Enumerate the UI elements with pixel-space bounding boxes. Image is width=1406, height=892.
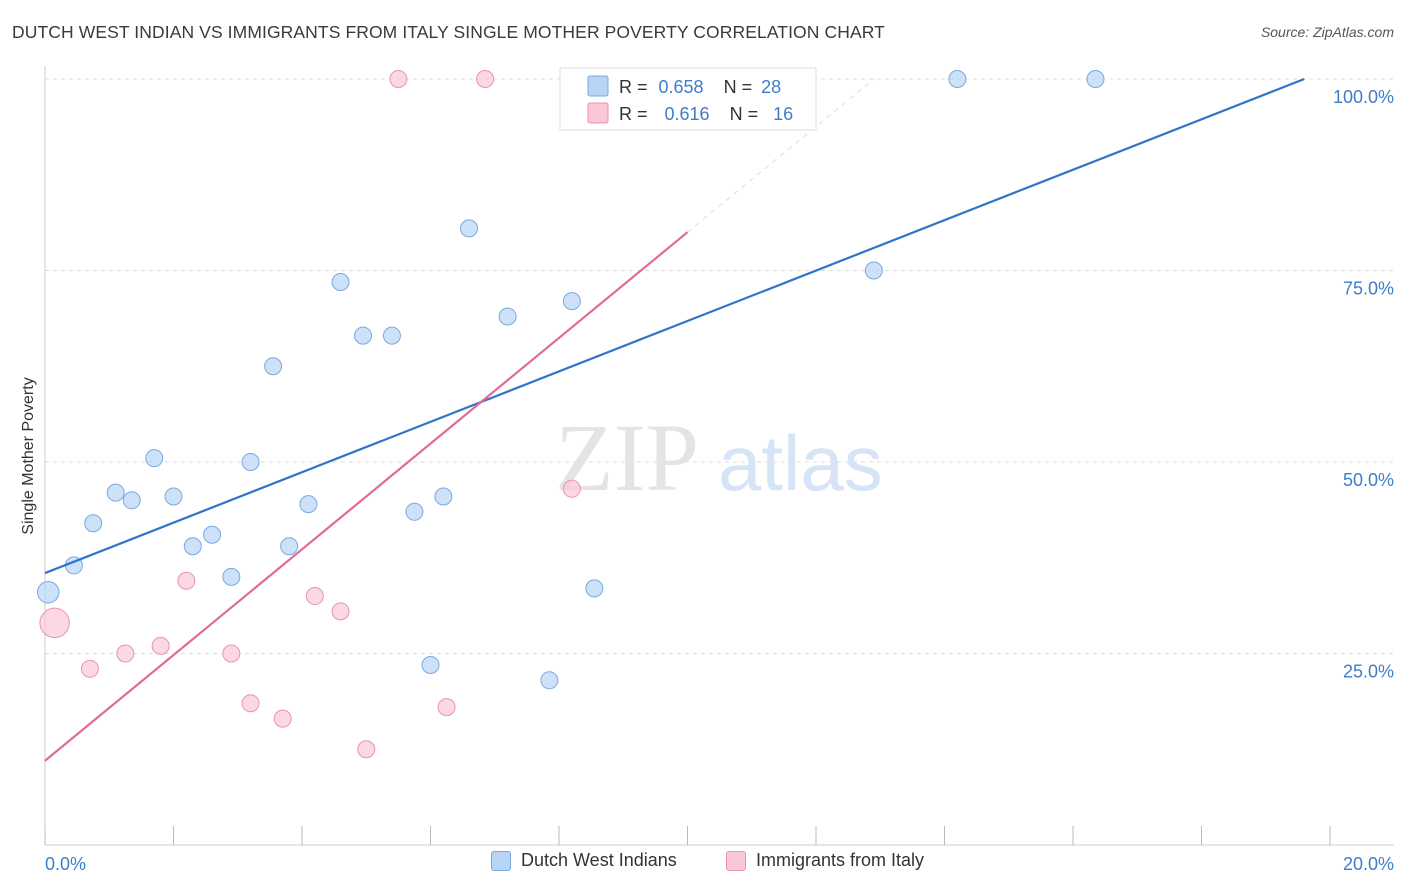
legend-label: Dutch West Indians [521, 850, 677, 870]
legend-r-value: 0.658 [659, 77, 704, 97]
trend-extension [687, 78, 875, 233]
legend-n-label: N = [724, 77, 758, 97]
point-immigrants-from-italy [151, 636, 170, 655]
point-dutch-west-indians [299, 495, 318, 514]
point-dutch-west-indians [948, 70, 967, 88]
point-dutch-west-indians [84, 514, 103, 533]
legend-swatch-blue [491, 850, 511, 871]
point-immigrants-from-italy [241, 694, 260, 713]
watermark: ZIP atlas [555, 404, 883, 511]
trend-lines [44, 77, 1305, 762]
point-immigrants-from-italy [80, 659, 99, 678]
point-immigrants-from-italy [177, 571, 196, 590]
bottom-legend: Dutch West Indians Immigrants from Italy [0, 850, 1406, 878]
axes [44, 66, 1394, 846]
point-dutch-west-indians [562, 292, 581, 311]
y-tick-label: 75.0% [1343, 279, 1394, 299]
point-dutch-west-indians [864, 261, 883, 280]
point-immigrants-from-italy [437, 698, 456, 717]
legend-swatch-pink [726, 850, 746, 871]
grid-lines [45, 78, 1394, 654]
point-dutch-west-indians [280, 537, 299, 556]
legend-r-value: 0.616 [665, 104, 710, 124]
point-dutch-west-indians [382, 326, 401, 345]
watermark-atlas: atlas [718, 419, 883, 507]
point-dutch-west-indians [585, 579, 604, 598]
x-tick-label: 20.0% [1343, 854, 1394, 874]
legend-n-value: 28 [761, 77, 781, 97]
legend-item-dutch-west-indians: Dutch West Indians [491, 850, 677, 871]
point-dutch-west-indians [241, 453, 260, 471]
point-immigrants-from-italy [305, 587, 324, 606]
point-immigrants-from-italy [273, 709, 292, 728]
tick-labels: 100.0% 75.0% 50.0% 25.0% 0.0% 20.0% [45, 87, 1394, 874]
point-immigrants-from-italy [222, 644, 241, 663]
chart-title: DUTCH WEST INDIAN VS IMMIGRANTS FROM ITA… [12, 22, 885, 42]
trend-line-pink [44, 231, 689, 762]
point-dutch-west-indians [164, 487, 183, 506]
legend-n-value: 16 [773, 104, 793, 124]
point-dutch-west-indians [460, 219, 479, 238]
point-dutch-west-indians [421, 655, 440, 674]
point-dutch-west-indians [222, 567, 241, 586]
legend-swatch-blue [587, 75, 609, 97]
legend-item-immigrants-from-italy: Immigrants from Italy [726, 850, 924, 871]
legend-r-label: R = [619, 104, 653, 124]
legend-n-label: N = [730, 104, 764, 124]
point-dutch-west-indians [434, 487, 453, 506]
point-immigrants-from-italy [389, 70, 408, 88]
point-dutch-west-indians [498, 307, 517, 326]
point-immigrants-from-italy [39, 607, 70, 639]
point-immigrants-from-italy [331, 602, 350, 621]
point-dutch-west-indians [36, 580, 60, 604]
y-tick-label: 50.0% [1343, 470, 1394, 490]
point-dutch-west-indians [122, 491, 141, 510]
trend-line-blue [44, 77, 1305, 575]
point-dutch-west-indians [354, 326, 373, 345]
y-tick-label: 25.0% [1343, 662, 1394, 682]
point-dutch-west-indians [264, 357, 283, 376]
point-dutch-west-indians [106, 483, 125, 502]
point-immigrants-from-italy [476, 70, 495, 88]
point-dutch-west-indians [1086, 70, 1105, 88]
point-immigrants-from-italy [357, 740, 376, 759]
y-tick-label: 100.0% [1333, 87, 1394, 107]
legend-r-label: R = [619, 77, 653, 97]
legend-label: Immigrants from Italy [756, 850, 925, 870]
point-immigrants-from-italy [562, 479, 581, 498]
y-axis-label: Single Mother Poverty [20, 377, 37, 534]
point-dutch-west-indians [405, 502, 424, 521]
data-points [36, 70, 1105, 759]
legend-box: R = 0.658 N = 28 R = 0.616 N = 16 [559, 67, 817, 131]
point-dutch-west-indians [540, 671, 559, 690]
source-label: Source: ZipAtlas.com [1260, 24, 1394, 40]
point-dutch-west-indians [145, 449, 164, 468]
point-dutch-west-indians [203, 525, 222, 544]
point-dutch-west-indians [183, 537, 202, 556]
point-dutch-west-indians [331, 272, 350, 291]
point-immigrants-from-italy [116, 644, 135, 663]
x-tick-label: 0.0% [45, 854, 86, 874]
legend-swatch-pink [587, 102, 609, 124]
